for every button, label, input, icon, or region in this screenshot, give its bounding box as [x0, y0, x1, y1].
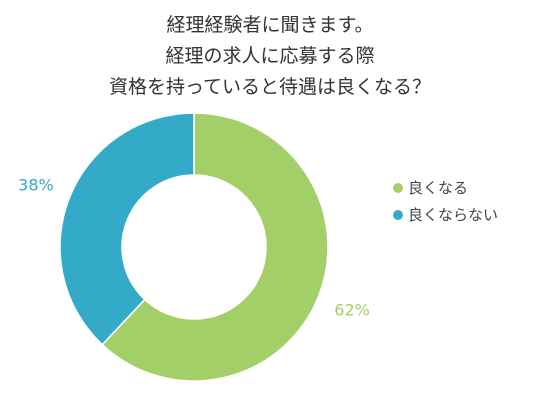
chart-title-line-2: 経理の求人に応募する際 [165, 45, 375, 67]
chart-title-line-1: 経理経験者に聞きます。 [166, 14, 374, 36]
chart-title-line-3: 資格を持っていると待遇は良くなる？ [108, 76, 432, 98]
data-label-1: 62% [334, 301, 370, 320]
chart-title: 経理経験者に聞きます。 経理の求人に応募する際 資格を持っていると待遇は良くなる… [0, 10, 540, 103]
donut-slice-1 [101, 112, 329, 382]
legend-marker-2 [393, 210, 403, 220]
legend-marker-1 [393, 183, 403, 193]
donut-slice-2 [59, 112, 195, 346]
legend-label-1: 良くなる [408, 179, 468, 197]
data-label-2: 38% [18, 175, 54, 194]
legend-label-2: 良くならない [408, 206, 498, 224]
